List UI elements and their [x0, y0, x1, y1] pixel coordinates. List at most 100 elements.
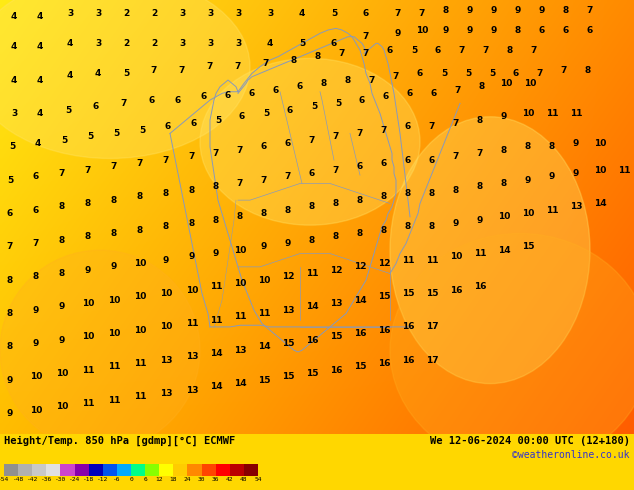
Text: 16: 16 [402, 356, 414, 365]
Text: 0: 0 [129, 477, 133, 482]
Text: 11: 11 [108, 396, 120, 405]
Text: 14: 14 [593, 199, 606, 208]
Text: 4: 4 [67, 71, 73, 79]
Text: 8: 8 [85, 199, 91, 208]
Text: 11: 11 [570, 109, 582, 118]
Bar [32, 464, 46, 476]
Text: 6: 6 [387, 46, 393, 54]
Text: 5: 5 [139, 125, 145, 135]
Text: 9: 9 [213, 249, 219, 258]
Text: 8: 8 [453, 186, 459, 195]
Text: 8: 8 [345, 75, 351, 85]
Text: 7: 7 [333, 166, 339, 174]
Text: 6: 6 [539, 25, 545, 34]
Text: 7: 7 [381, 125, 387, 135]
Text: 9: 9 [467, 5, 473, 15]
Text: 15: 15 [258, 376, 270, 385]
Text: 6: 6 [165, 122, 171, 131]
Text: 7: 7 [85, 166, 91, 174]
Text: 11: 11 [234, 313, 246, 321]
Text: 5: 5 [465, 69, 471, 78]
Text: 10: 10 [82, 332, 94, 342]
Text: 6: 6 [513, 69, 519, 78]
Text: 10: 10 [450, 252, 462, 261]
Text: 8: 8 [315, 52, 321, 61]
Text: 12: 12 [354, 262, 366, 271]
Text: 16: 16 [402, 322, 414, 331]
Text: 6: 6 [407, 89, 413, 98]
Text: 8: 8 [111, 229, 117, 238]
Text: 8: 8 [333, 232, 339, 242]
Text: 15: 15 [281, 339, 294, 348]
Text: 13: 13 [570, 202, 582, 211]
Ellipse shape [390, 234, 634, 467]
Text: 8: 8 [525, 142, 531, 151]
Text: 7: 7 [419, 9, 425, 18]
Bar [159, 464, 173, 476]
Text: 5: 5 [61, 136, 67, 145]
Text: 9: 9 [525, 175, 531, 185]
Text: 4: 4 [11, 12, 17, 21]
Text: 5: 5 [299, 39, 305, 48]
Text: 7: 7 [137, 159, 143, 168]
Text: 9: 9 [33, 339, 39, 348]
Text: 10: 10 [522, 209, 534, 218]
Text: 6: 6 [249, 89, 255, 98]
Text: 7: 7 [459, 46, 465, 54]
Text: 9: 9 [7, 409, 13, 418]
Text: 6: 6 [285, 139, 291, 148]
Text: 3: 3 [235, 9, 241, 18]
Text: 3: 3 [267, 9, 273, 18]
Text: 7: 7 [237, 146, 243, 155]
Text: 17: 17 [425, 322, 438, 331]
Text: 10: 10 [30, 406, 42, 415]
Bar [216, 464, 230, 476]
Text: 2: 2 [123, 9, 129, 18]
Text: 5: 5 [263, 109, 269, 118]
Text: 3: 3 [11, 109, 17, 118]
Text: 8: 8 [33, 272, 39, 281]
Text: 8: 8 [507, 46, 513, 54]
Text: 6: 6 [201, 92, 207, 101]
Text: 8: 8 [163, 189, 169, 198]
Text: 7: 7 [453, 152, 459, 161]
Bar [173, 464, 188, 476]
Text: 6: 6 [309, 169, 315, 178]
Text: We 12-06-2024 00:00 UTC (12+180): We 12-06-2024 00:00 UTC (12+180) [430, 436, 630, 446]
Text: 11: 11 [82, 366, 94, 375]
Text: 6: 6 [7, 209, 13, 218]
Text: 4: 4 [67, 39, 73, 48]
Text: 8: 8 [309, 202, 315, 211]
Text: 7: 7 [59, 169, 65, 178]
Text: 5: 5 [87, 132, 93, 141]
Bar [4, 464, 18, 476]
Ellipse shape [0, 0, 250, 158]
Text: 4: 4 [35, 139, 41, 148]
Text: 8: 8 [333, 199, 339, 208]
Text: 10: 10 [160, 322, 172, 331]
Text: 7: 7 [537, 69, 543, 78]
Text: -48: -48 [13, 477, 23, 482]
Text: 15: 15 [330, 332, 342, 342]
Text: 9: 9 [477, 216, 483, 224]
Text: 9: 9 [285, 239, 291, 248]
Text: 12: 12 [281, 272, 294, 281]
Text: 8: 8 [405, 222, 411, 231]
Text: 8: 8 [189, 186, 195, 195]
Text: 5: 5 [9, 142, 15, 151]
Text: -12: -12 [97, 477, 108, 482]
Text: 13: 13 [160, 356, 172, 365]
Text: 4: 4 [95, 69, 101, 78]
Bar [244, 464, 258, 476]
Text: 8: 8 [515, 25, 521, 34]
Bar [117, 464, 131, 476]
Text: 3: 3 [67, 9, 73, 18]
Text: 11: 11 [134, 359, 146, 368]
Text: 7: 7 [189, 152, 195, 161]
Text: 8: 8 [85, 232, 91, 242]
Text: 16: 16 [378, 359, 391, 368]
Text: 7: 7 [33, 239, 39, 248]
Text: 10: 10 [134, 326, 146, 335]
Text: 8: 8 [321, 79, 327, 88]
Text: 13: 13 [281, 306, 294, 315]
